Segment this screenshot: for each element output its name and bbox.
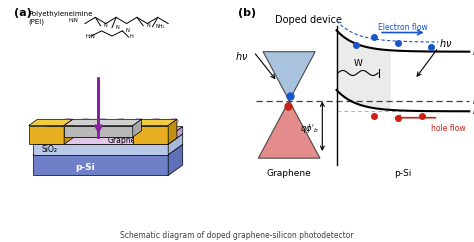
Polygon shape [29,119,73,126]
Text: $E_c$: $E_c$ [472,45,474,59]
Text: $h\nu$: $h\nu$ [439,37,452,49]
Polygon shape [29,126,64,144]
Text: H₂N: H₂N [86,34,96,38]
Text: N: N [126,28,129,33]
Text: N: N [146,23,150,28]
Polygon shape [168,134,183,155]
Text: Graphene: Graphene [267,169,311,178]
Text: Graphene: Graphene [108,136,146,145]
Text: p-Si: p-Si [75,163,95,172]
Polygon shape [133,119,142,137]
Text: N: N [104,23,108,28]
Polygon shape [33,127,183,137]
Polygon shape [168,144,183,175]
Text: $q\phi'_b$: $q\phi'_b$ [300,122,319,135]
Polygon shape [64,126,133,137]
Text: SiO₂: SiO₂ [42,145,57,154]
Text: H₂N: H₂N [69,18,79,23]
Polygon shape [33,155,168,175]
Text: Electron flow: Electron flow [378,23,428,32]
Polygon shape [33,144,183,155]
Polygon shape [168,127,183,144]
Text: $E_v$: $E_v$ [472,104,474,118]
Polygon shape [133,126,168,144]
Text: Doped device: Doped device [274,15,342,25]
Polygon shape [33,137,168,144]
Text: Source: Source [31,130,61,139]
Polygon shape [133,119,177,126]
Text: (b): (b) [238,8,256,18]
Text: H: H [130,34,133,39]
Text: Al₂O₃: Al₂O₃ [76,127,96,136]
Polygon shape [263,52,315,101]
Text: W: W [354,59,362,68]
Text: NH₂: NH₂ [155,24,165,29]
Polygon shape [258,101,320,158]
Text: N: N [115,25,119,30]
Polygon shape [33,134,183,144]
Polygon shape [64,119,73,144]
Polygon shape [64,119,142,126]
Text: hole flow: hole flow [431,124,466,133]
Text: p-Si: p-Si [394,169,411,178]
Text: (a): (a) [14,8,32,18]
Polygon shape [168,119,177,144]
Polygon shape [33,144,168,155]
Text: Drain: Drain [139,130,162,139]
Text: Schematic diagram of doped graphene-silicon photodetector: Schematic diagram of doped graphene-sili… [120,231,354,240]
Text: $E_F$: $E_F$ [472,94,474,108]
Text: Polyethyleneimine
(PEI): Polyethyleneimine (PEI) [29,11,93,25]
Text: $h\nu$: $h\nu$ [235,50,248,62]
